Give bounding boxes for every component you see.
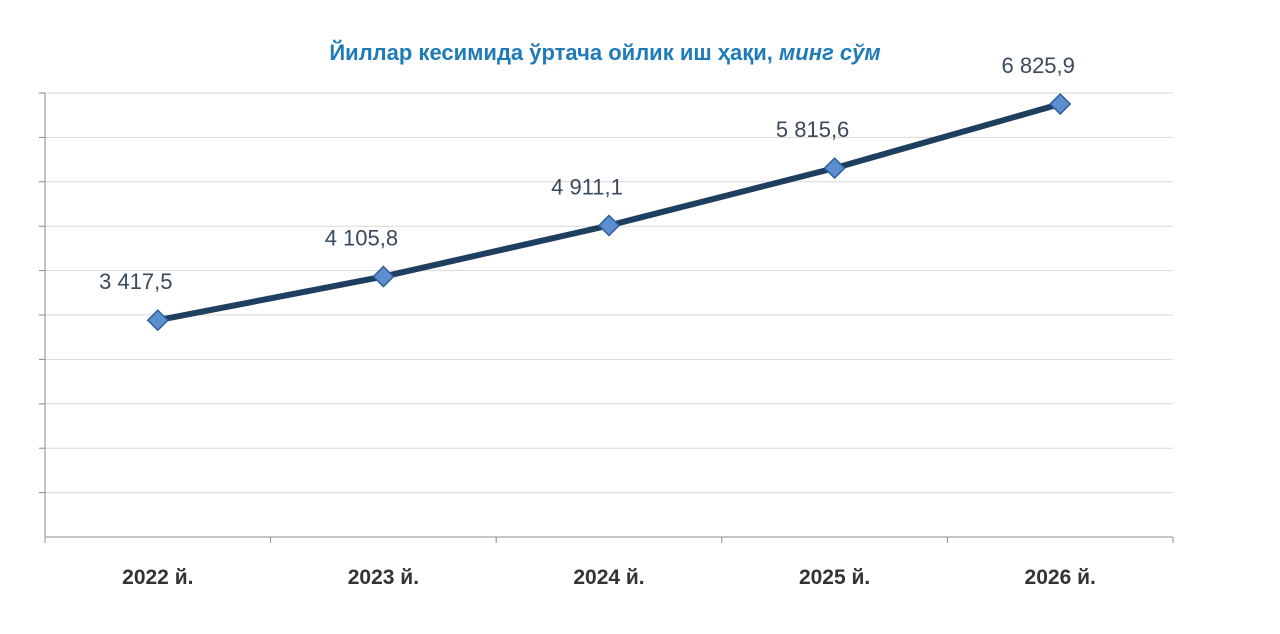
data-label: 4 911,1 <box>551 174 623 199</box>
x-tick-labels: 2022 й. 2023 й. 2024 й. 2025 й. 2026 й. <box>122 566 1096 589</box>
x-tick-label: 2022 й. <box>122 566 193 589</box>
series <box>146 92 1072 332</box>
data-point-marker <box>146 309 169 332</box>
data-labels: 3 417,5 4 105,8 4 911,1 5 815,6 6 825,9 <box>99 53 1075 294</box>
data-point-marker <box>823 157 846 180</box>
axes <box>39 92 1174 543</box>
x-tick-label: 2026 й. <box>1025 566 1096 589</box>
data-point-marker <box>1049 92 1072 116</box>
data-point-marker <box>372 265 395 288</box>
data-label: 6 825,9 <box>1001 53 1074 78</box>
chart-title-unit: минг сўм <box>779 40 881 65</box>
data-label: 5 815,6 <box>776 117 849 142</box>
x-tick-label: 2025 й. <box>799 566 870 589</box>
x-tick-label: 2023 й. <box>348 566 419 589</box>
data-label: 3 417,5 <box>99 269 172 294</box>
chart-title: Йиллар кесимида ўртача ойлик иш ҳақи, ми… <box>329 40 881 65</box>
x-tick-label: 2024 й. <box>573 566 644 589</box>
series-line <box>154 101 1064 324</box>
data-point-marker <box>597 214 621 237</box>
gridlines <box>45 92 1173 494</box>
data-label: 4 105,8 <box>325 226 398 251</box>
chart-title-text: Йиллар кесимида ўртача ойлик иш ҳақи <box>329 40 767 65</box>
